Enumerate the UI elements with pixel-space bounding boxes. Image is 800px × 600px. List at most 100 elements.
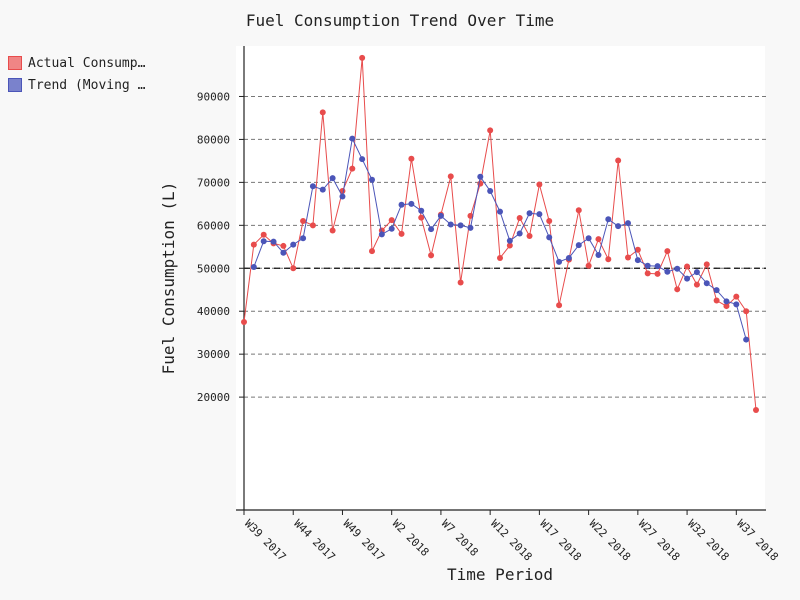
data-point[interactable] bbox=[339, 193, 346, 200]
data-point[interactable] bbox=[359, 54, 366, 61]
data-point[interactable] bbox=[329, 227, 336, 234]
data-point[interactable] bbox=[447, 221, 454, 228]
data-point[interactable] bbox=[595, 251, 602, 258]
data-point[interactable] bbox=[260, 238, 267, 245]
data-point[interactable] bbox=[664, 268, 671, 275]
data-point[interactable] bbox=[713, 297, 720, 304]
data-point[interactable] bbox=[674, 265, 681, 272]
data-point[interactable] bbox=[743, 308, 750, 315]
legend-item-trend[interactable]: Trend (Moving Average) bbox=[8, 74, 158, 96]
data-point[interactable] bbox=[309, 183, 316, 190]
data-point[interactable] bbox=[506, 237, 513, 244]
legend-item-actual[interactable]: Actual Consumption bbox=[8, 52, 158, 74]
data-point[interactable] bbox=[536, 181, 543, 188]
data-point[interactable] bbox=[428, 226, 435, 233]
data-point[interactable] bbox=[654, 263, 661, 270]
data-point[interactable] bbox=[428, 252, 435, 259]
data-point[interactable] bbox=[625, 254, 631, 261]
data-point[interactable] bbox=[467, 224, 474, 231]
data-point[interactable] bbox=[369, 176, 375, 183]
data-point[interactable] bbox=[644, 262, 651, 269]
data-point[interactable] bbox=[546, 218, 553, 225]
data-point[interactable] bbox=[349, 135, 356, 142]
data-point[interactable] bbox=[487, 187, 494, 194]
data-point[interactable] bbox=[388, 217, 395, 224]
data-point[interactable] bbox=[506, 242, 513, 249]
data-point[interactable] bbox=[516, 230, 523, 237]
data-point[interactable] bbox=[595, 236, 602, 243]
data-point[interactable] bbox=[693, 281, 700, 288]
data-point[interactable] bbox=[260, 231, 267, 238]
data-point[interactable] bbox=[467, 212, 474, 219]
data-point[interactable] bbox=[625, 220, 631, 227]
data-point[interactable] bbox=[575, 207, 582, 214]
data-point[interactable] bbox=[634, 246, 641, 253]
data-point[interactable] bbox=[684, 275, 691, 282]
data-point[interactable] bbox=[388, 225, 395, 232]
data-point[interactable] bbox=[290, 265, 297, 272]
data-point[interactable] bbox=[250, 241, 257, 248]
data-point[interactable] bbox=[733, 301, 740, 308]
data-point[interactable] bbox=[437, 212, 444, 219]
data-point[interactable] bbox=[447, 173, 454, 180]
data-point[interactable] bbox=[565, 254, 572, 261]
data-point[interactable] bbox=[359, 156, 366, 163]
data-point[interactable] bbox=[241, 318, 247, 325]
data-point[interactable] bbox=[290, 241, 297, 248]
data-point[interactable] bbox=[644, 270, 651, 277]
data-point[interactable] bbox=[300, 235, 307, 242]
data-point[interactable] bbox=[585, 235, 592, 242]
data-point[interactable] bbox=[733, 293, 740, 300]
data-point[interactable] bbox=[516, 215, 523, 222]
data-point[interactable] bbox=[369, 248, 375, 255]
data-point[interactable] bbox=[575, 242, 582, 249]
data-point[interactable] bbox=[703, 280, 710, 287]
data-point[interactable] bbox=[605, 256, 612, 263]
data-point[interactable] bbox=[497, 254, 503, 261]
data-point[interactable] bbox=[684, 263, 691, 270]
data-point[interactable] bbox=[408, 200, 415, 207]
data-point[interactable] bbox=[497, 208, 503, 215]
data-point[interactable] bbox=[349, 165, 356, 172]
data-point[interactable] bbox=[674, 286, 681, 293]
data-point[interactable] bbox=[753, 407, 759, 413]
data-point[interactable] bbox=[526, 210, 533, 217]
data-point[interactable] bbox=[300, 218, 307, 225]
data-point[interactable] bbox=[615, 157, 622, 164]
data-point[interactable] bbox=[487, 127, 494, 134]
data-point[interactable] bbox=[309, 222, 316, 229]
data-point[interactable] bbox=[723, 303, 730, 310]
data-point[interactable] bbox=[418, 214, 425, 221]
data-point[interactable] bbox=[546, 234, 553, 241]
data-point[interactable] bbox=[418, 207, 425, 214]
data-point[interactable] bbox=[585, 262, 592, 269]
data-point[interactable] bbox=[664, 248, 671, 255]
data-point[interactable] bbox=[398, 201, 405, 208]
data-point[interactable] bbox=[615, 223, 622, 230]
data-point[interactable] bbox=[408, 155, 415, 162]
data-point[interactable] bbox=[250, 263, 257, 270]
data-point[interactable] bbox=[457, 222, 464, 229]
data-point[interactable] bbox=[329, 175, 336, 182]
data-point[interactable] bbox=[605, 216, 612, 223]
data-point[interactable] bbox=[556, 258, 563, 265]
data-point[interactable] bbox=[693, 269, 700, 276]
data-point[interactable] bbox=[743, 336, 750, 343]
data-point[interactable] bbox=[378, 231, 385, 238]
data-point[interactable] bbox=[654, 270, 661, 277]
data-point[interactable] bbox=[319, 109, 326, 116]
data-point[interactable] bbox=[713, 287, 720, 294]
data-point[interactable] bbox=[477, 173, 484, 180]
data-point[interactable] bbox=[723, 298, 730, 305]
data-point[interactable] bbox=[526, 233, 533, 240]
data-point[interactable] bbox=[634, 257, 641, 264]
data-point[interactable] bbox=[457, 279, 464, 286]
data-point[interactable] bbox=[398, 230, 405, 237]
data-point[interactable] bbox=[280, 249, 287, 256]
data-point[interactable] bbox=[280, 242, 287, 249]
data-point[interactable] bbox=[319, 186, 326, 193]
data-point[interactable] bbox=[270, 238, 277, 245]
data-point[interactable] bbox=[556, 302, 563, 309]
data-point[interactable] bbox=[703, 261, 710, 268]
data-point[interactable] bbox=[536, 211, 543, 218]
